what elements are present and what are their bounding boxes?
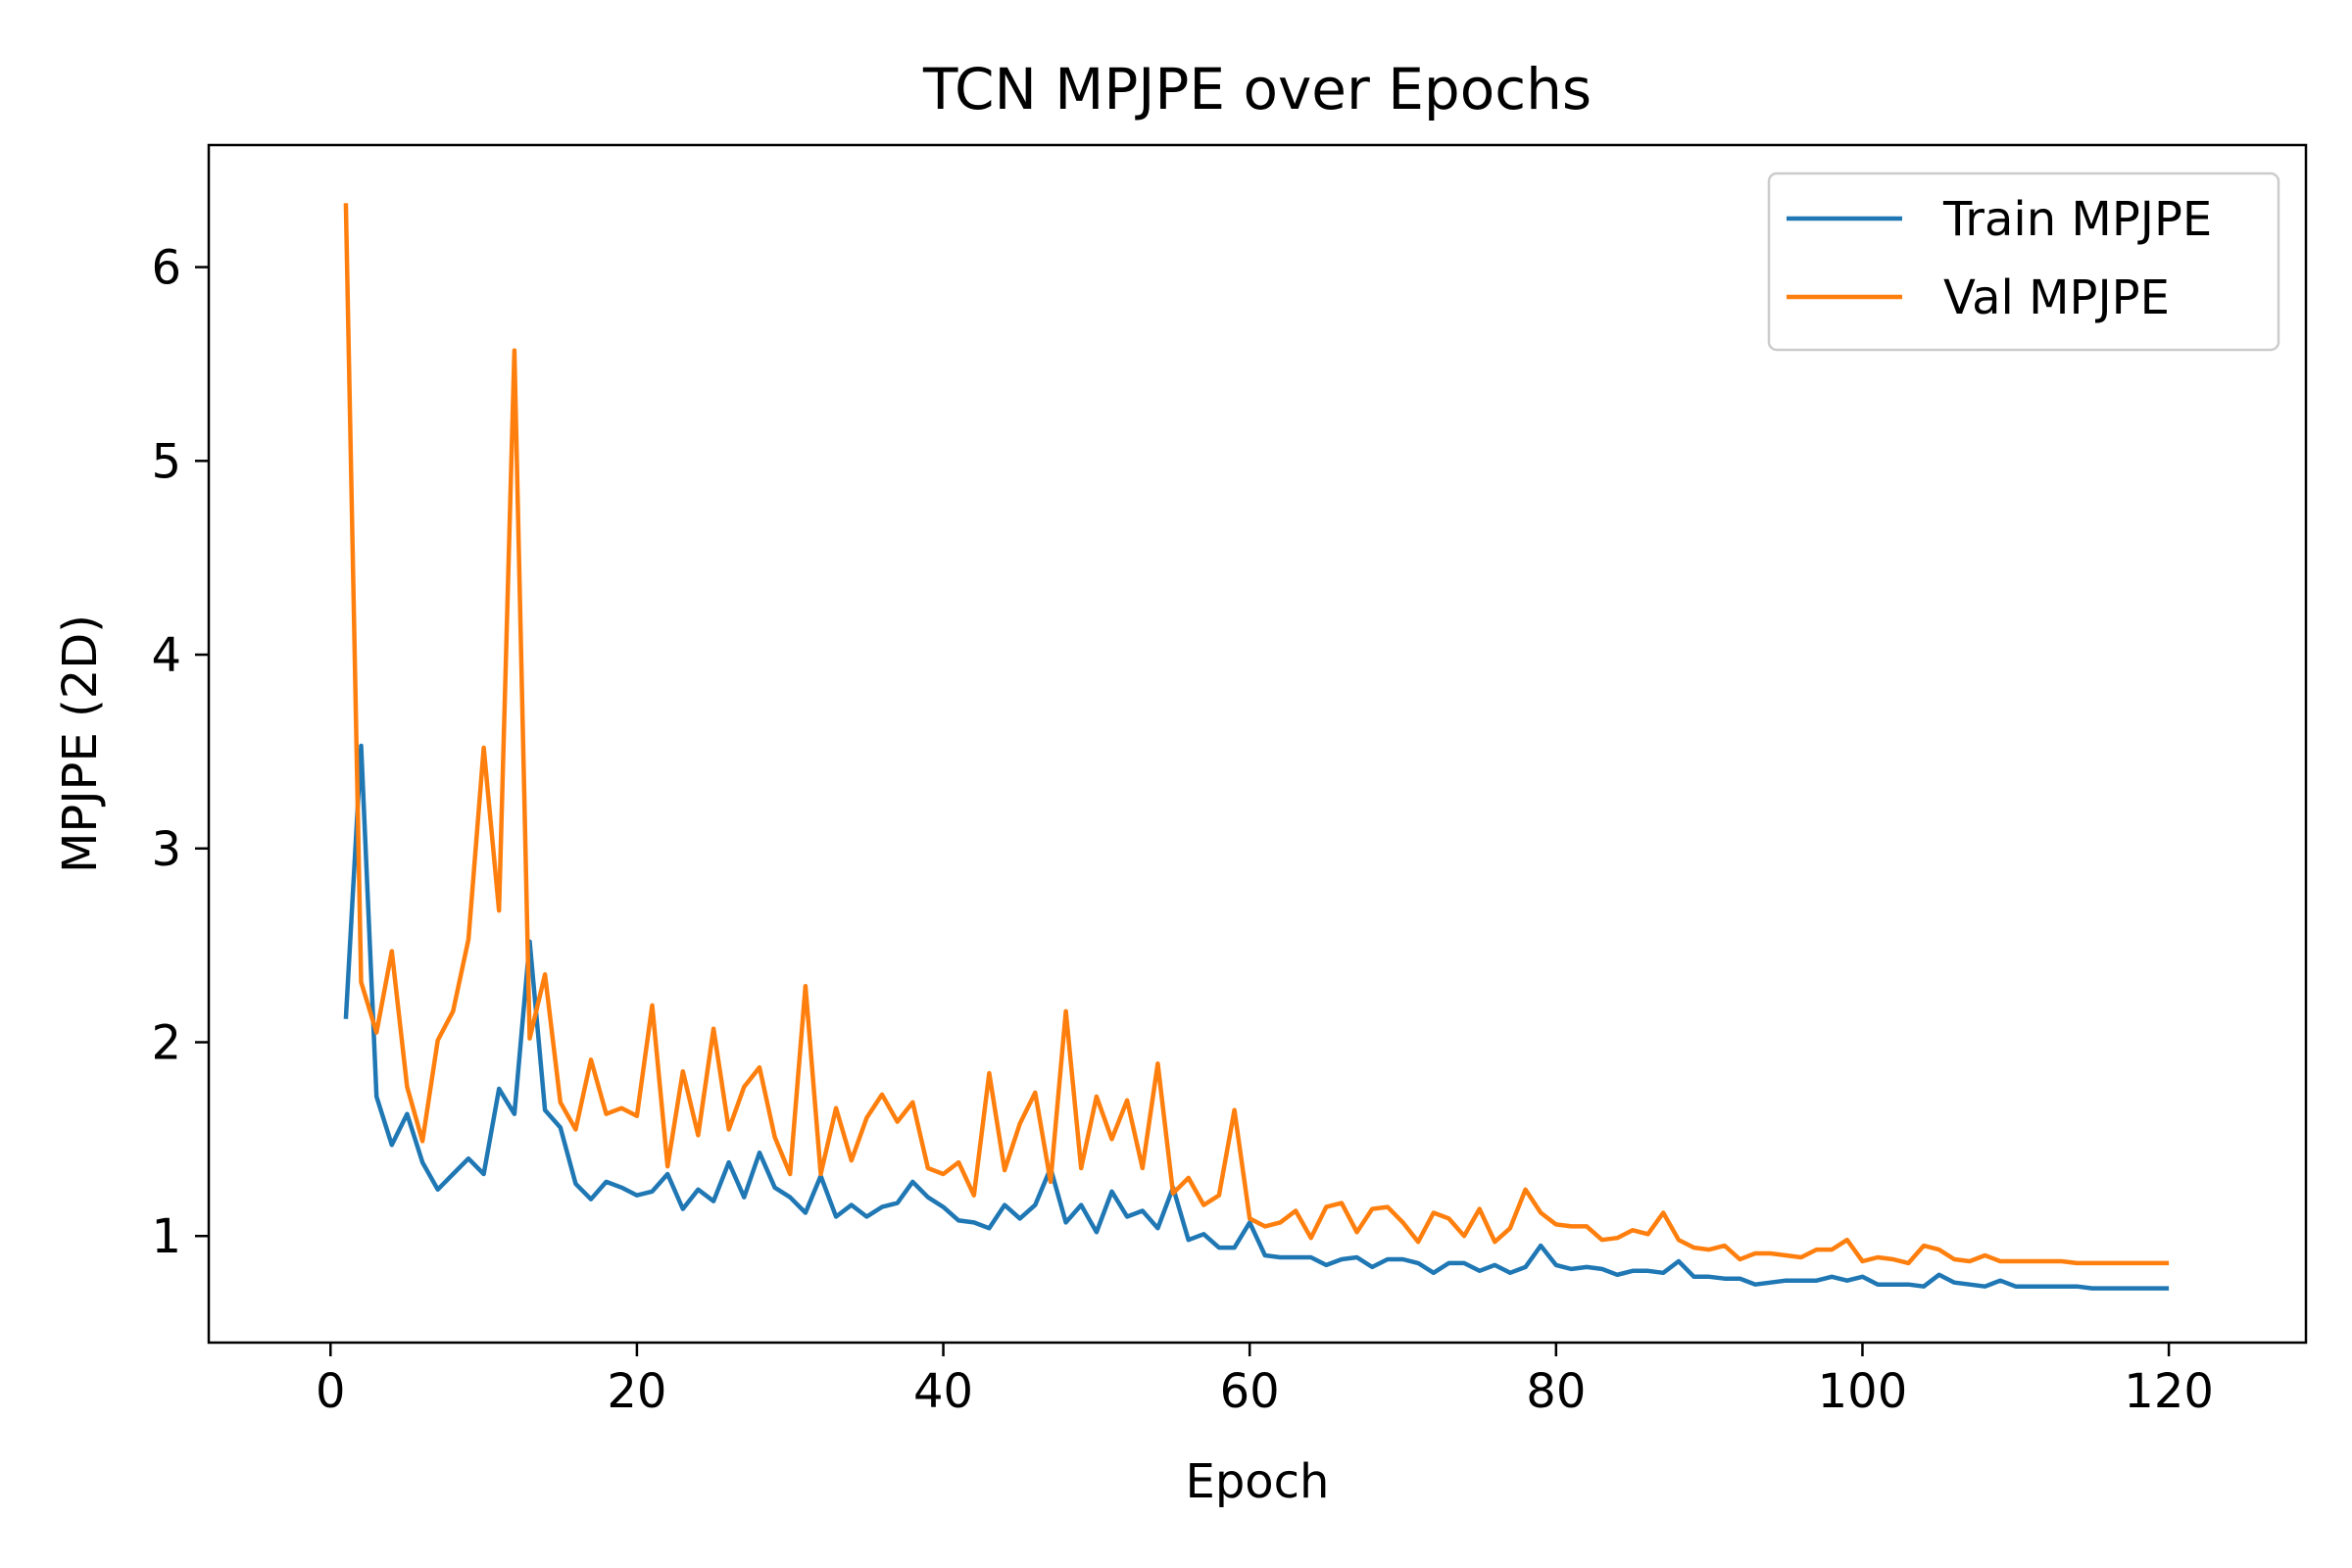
y-tick-label: 3: [151, 822, 181, 877]
y-axis: 1 2 3 4 5 6: [151, 241, 209, 1264]
chart-title: TCN MPJPE over Epochs: [922, 56, 1592, 122]
series-line-val: [343, 203, 2170, 1266]
x-axis: 0 20 40 60 80 100 120: [316, 1343, 2214, 1419]
y-tick-label: 2: [151, 1016, 181, 1071]
axes-frame: [207, 143, 2308, 1345]
plot-area: [343, 203, 2170, 1291]
x-tick-label: 40: [913, 1364, 973, 1419]
x-tick-label: 120: [2124, 1364, 2214, 1419]
series-line-train: [343, 743, 2170, 1291]
legend: Train MPJPE Val MPJPE: [1767, 172, 2280, 352]
y-axis-label: MPJPE (2D): [53, 614, 108, 873]
x-tick-label: 100: [1818, 1364, 1908, 1419]
x-tick-label: 80: [1526, 1364, 1586, 1419]
legend-label-val: Val MPJPE: [1943, 270, 2170, 325]
legend-label-train: Train MPJPE: [1942, 192, 2212, 247]
x-tick-label: 0: [316, 1364, 346, 1419]
y-tick-label: 6: [151, 241, 181, 296]
y-tick-label: 5: [151, 434, 181, 489]
x-tick-label: 60: [1220, 1364, 1280, 1419]
y-tick-label: 1: [151, 1209, 181, 1264]
y-tick-label: 4: [151, 628, 181, 683]
x-tick-label: 20: [607, 1364, 666, 1419]
x-axis-label: Epoch: [1186, 1454, 1330, 1509]
